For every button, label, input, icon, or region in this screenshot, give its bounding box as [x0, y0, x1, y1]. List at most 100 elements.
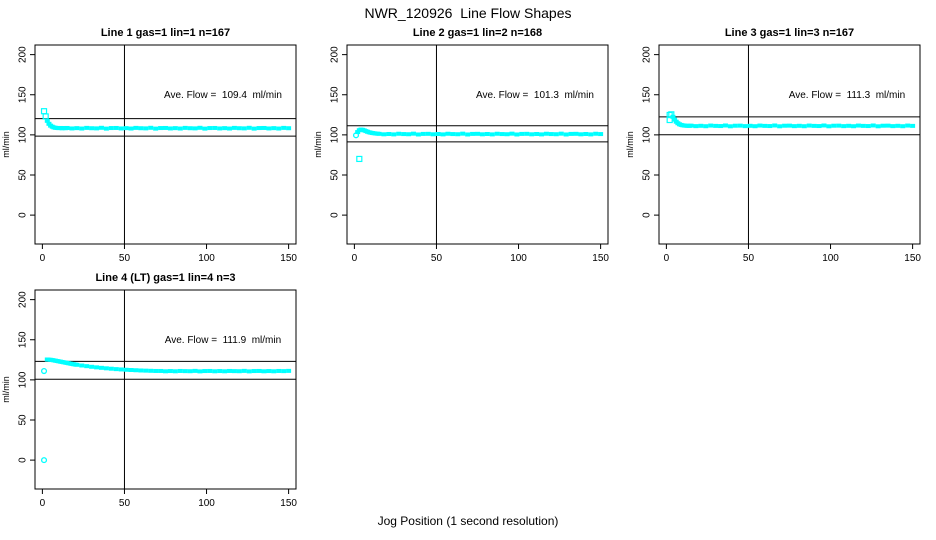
- plot-box: [658, 44, 921, 245]
- data-point: [435, 131, 441, 136]
- x-tick-label: 150: [904, 253, 921, 264]
- data-point: [143, 126, 149, 131]
- data-point: [177, 368, 183, 373]
- y-tick-label: 200: [18, 46, 29, 63]
- data-point: [261, 125, 267, 130]
- data-point: [811, 123, 817, 128]
- data-point: [890, 124, 896, 129]
- data-point: [64, 125, 70, 130]
- y-tick-label: 100: [642, 126, 653, 143]
- data-point: [231, 125, 237, 130]
- data-point: [148, 368, 154, 373]
- data-point: [816, 124, 822, 129]
- data-point: [910, 123, 916, 128]
- y-tick-label: 200: [642, 46, 653, 63]
- data-point: [851, 124, 857, 129]
- subplot-line-4: 0 50 100 150 0 50 100 150 200 ml/min Line 4 (LT) g…: [1, 272, 297, 509]
- y-tick-label: 0: [18, 457, 29, 463]
- data-point: [846, 123, 852, 128]
- data-point: [529, 132, 535, 137]
- data-point: [772, 123, 778, 128]
- data-point: [143, 368, 149, 373]
- data-point: [227, 368, 233, 373]
- data-point: [479, 132, 485, 137]
- data-point: [509, 131, 515, 136]
- y-tick-label: 150: [642, 86, 653, 103]
- data-point: [455, 132, 461, 137]
- data-point: [583, 131, 589, 136]
- data-point: [593, 131, 599, 136]
- data-point: [381, 132, 387, 137]
- data-point: [94, 126, 100, 131]
- data-point: [167, 126, 173, 131]
- x-tick-label: 100: [510, 253, 527, 264]
- data-point-open-circle: [40, 367, 48, 375]
- data-point: [425, 131, 431, 136]
- subplot-title: Line 2 gas=1 lin=2 n=168: [413, 27, 542, 39]
- data-point: [553, 132, 559, 137]
- x-tick-label: 100: [198, 253, 215, 264]
- data-point: [177, 126, 183, 131]
- y-tick-label: 50: [330, 169, 341, 181]
- data-point: [718, 124, 724, 129]
- data-point: [588, 132, 594, 137]
- data-point-open-circle: [40, 457, 48, 464]
- data-point: [563, 132, 569, 137]
- data-point: [568, 131, 574, 136]
- data-point: [489, 132, 495, 137]
- x-tick-label: 50: [743, 253, 755, 264]
- x-tick-label: 0: [40, 253, 46, 264]
- data-point: [138, 126, 144, 131]
- data-point: [391, 132, 397, 137]
- data-point: [187, 369, 193, 374]
- data-point: [905, 123, 911, 128]
- x-tick-label: 150: [592, 253, 609, 264]
- data-point: [192, 126, 198, 131]
- data-point: [118, 126, 124, 131]
- data-point: [762, 123, 768, 128]
- data-point: [113, 125, 119, 130]
- data-point: [410, 131, 416, 136]
- data-point: [440, 132, 446, 137]
- data-point: [158, 368, 164, 373]
- data-point: [172, 126, 178, 131]
- data-point: [256, 368, 262, 373]
- data-point: [752, 124, 758, 129]
- data-point: [227, 126, 233, 131]
- data-point: [69, 126, 75, 131]
- data-point: [172, 369, 178, 374]
- data-point: [880, 123, 886, 128]
- data-point-open-square: [40, 108, 48, 115]
- data-point: [74, 362, 80, 367]
- data-point: [236, 369, 242, 374]
- x-tick-label: 0: [40, 498, 46, 509]
- data-point: [767, 124, 773, 129]
- data-point: [865, 124, 871, 129]
- data-point: [713, 123, 719, 128]
- data-point: [708, 123, 714, 128]
- subplot-title: Line 4 (LT) gas=1 lin=4 n=3: [95, 272, 235, 284]
- data-point: [148, 125, 154, 130]
- data-point: [286, 126, 292, 131]
- data-point: [396, 131, 402, 136]
- data-point: [266, 369, 272, 374]
- data-point: [202, 126, 208, 131]
- y-tick-label: 150: [18, 331, 29, 348]
- data-point: [236, 126, 242, 131]
- x-tick-label: 0: [352, 253, 358, 264]
- data-point: [787, 123, 792, 128]
- data-point: [182, 125, 188, 130]
- data-point-open-square: [668, 111, 675, 118]
- y-axis-label: ml/min: [313, 131, 323, 158]
- data-point: [672, 117, 678, 122]
- data-point: [860, 123, 866, 128]
- x-tick-label: 100: [822, 253, 839, 264]
- data-point: [217, 126, 223, 131]
- data-point: [153, 126, 159, 131]
- x-tick-label: 150: [280, 498, 297, 509]
- data-point: [777, 124, 783, 129]
- y-tick-label: 50: [18, 169, 29, 181]
- data-point: [465, 132, 471, 137]
- data-point: [138, 368, 144, 373]
